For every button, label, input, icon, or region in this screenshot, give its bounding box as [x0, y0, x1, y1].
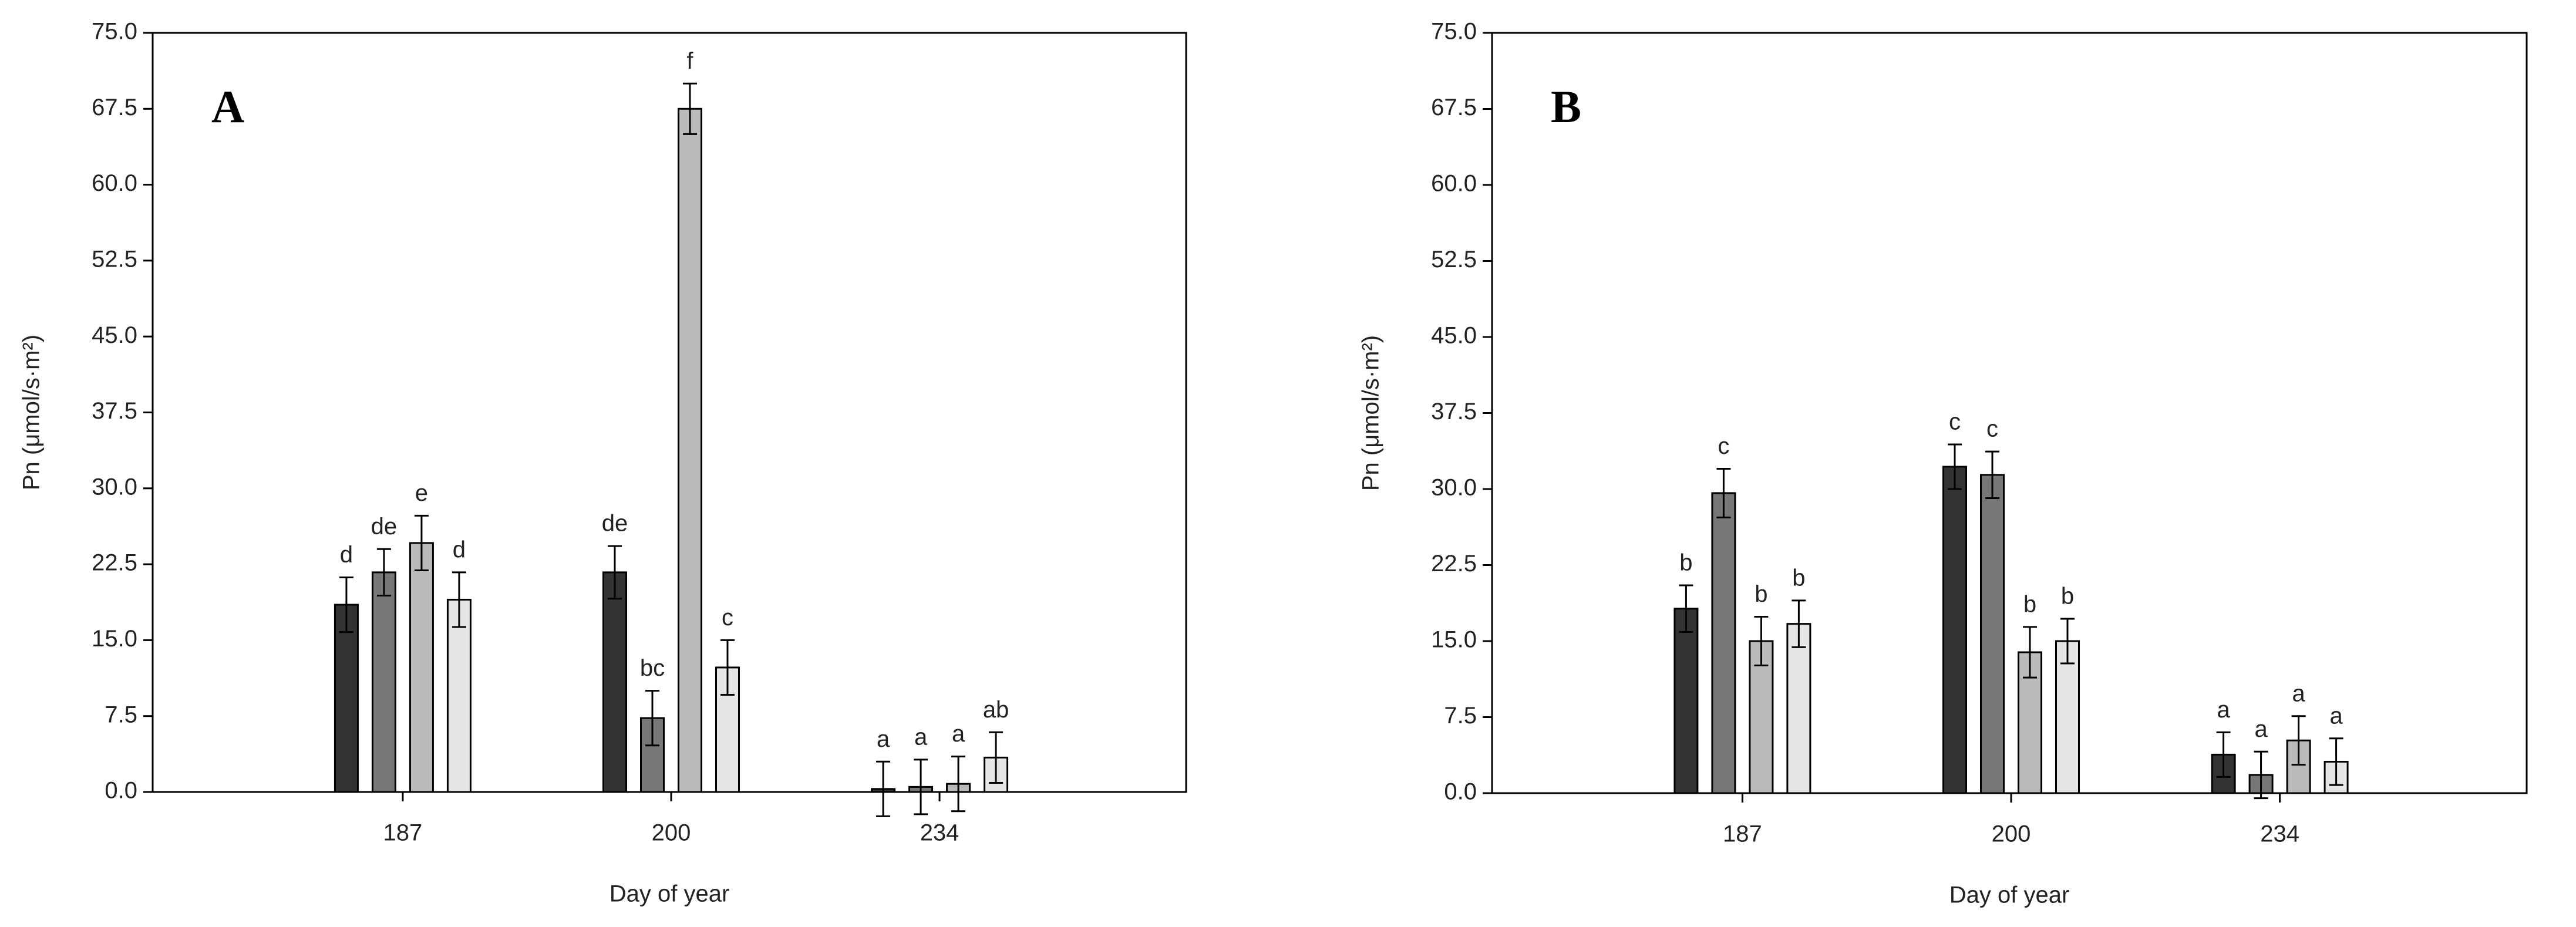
- significance-letter: a: [2329, 703, 2343, 729]
- x-tick-label: 200: [1992, 821, 2031, 847]
- x-axis-label: Day of year: [1949, 882, 2070, 908]
- significance-letter: c: [1986, 416, 1998, 442]
- bar: [409, 542, 434, 793]
- significance-letter: c: [722, 605, 733, 631]
- y-axis-label: Pn (μmol/s·m²): [1358, 335, 1384, 491]
- bar: [1711, 492, 1736, 794]
- y-tick-label: 0.0: [1444, 779, 1477, 805]
- y-tick-label: 75.0: [1431, 19, 1477, 45]
- error-bar: [339, 577, 353, 633]
- panel-label: B: [1551, 81, 1581, 132]
- significance-letter: f: [686, 48, 693, 74]
- significance-letter: de: [602, 511, 628, 537]
- error-bar: [452, 571, 466, 628]
- significance-letter: a: [877, 726, 890, 752]
- plot-frame: [151, 32, 1187, 793]
- bar: [1673, 608, 1699, 794]
- error-bar: [682, 82, 697, 135]
- error-bar: [2254, 750, 2268, 800]
- error-bar: [914, 759, 928, 815]
- significance-letter: a: [2217, 697, 2230, 723]
- bar: [2055, 640, 2080, 794]
- error-bar: [414, 514, 429, 571]
- error-bar: [989, 731, 1004, 784]
- bar: [1942, 466, 1967, 794]
- significance-letter: de: [371, 514, 398, 540]
- y-tick-label: 67.5: [1431, 95, 1477, 120]
- y-tick-label: 0.0: [105, 778, 137, 804]
- significance-letter: c: [1949, 409, 1961, 435]
- y-tick-label: 30.0: [1431, 475, 1477, 501]
- y-tick-label: 22.5: [92, 550, 137, 576]
- significance-letter: a: [914, 724, 928, 750]
- y-tick-label: 37.5: [92, 398, 137, 424]
- error-bar: [1985, 450, 1999, 500]
- significance-letter: b: [1792, 565, 1805, 591]
- bar: [371, 571, 396, 793]
- y-tick-label: 52.5: [1431, 247, 1477, 272]
- error-bar: [2216, 731, 2231, 778]
- plot-frame: [1491, 32, 2528, 794]
- error-bar: [1716, 467, 1731, 518]
- error-bar: [2060, 618, 2075, 665]
- significance-letter: e: [415, 480, 428, 506]
- significance-letter: b: [2061, 584, 2074, 609]
- y-tick-label: 60.0: [92, 170, 137, 196]
- y-tick-label: 67.5: [92, 95, 137, 120]
- bar: [1786, 623, 1811, 794]
- significance-letter: a: [952, 721, 965, 747]
- y-tick-label: 37.5: [1431, 399, 1477, 424]
- bar: [334, 604, 359, 793]
- significance-letter: b: [1755, 581, 1767, 607]
- bar: [1979, 474, 2005, 794]
- significance-letter: a: [2292, 680, 2305, 706]
- error-bar: [2023, 626, 2037, 679]
- significance-letter: bc: [640, 655, 665, 681]
- x-axis-label: Day of year: [610, 881, 730, 907]
- error-bar: [1792, 599, 1806, 648]
- y-tick-label: 60.0: [1431, 171, 1477, 197]
- x-tick-label: 200: [652, 820, 691, 846]
- y-tick-label: 52.5: [92, 246, 137, 272]
- x-tick-label: 187: [1723, 821, 1762, 847]
- error-bar: [1679, 584, 1693, 633]
- significance-letter: b: [1679, 550, 1692, 576]
- y-tick-label: 15.0: [1431, 627, 1477, 653]
- bar: [677, 107, 702, 793]
- error-bar: [1948, 443, 1962, 490]
- y-tick-label: 15.0: [92, 626, 137, 652]
- x-tick-label: 234: [920, 820, 959, 846]
- significance-letter: a: [2254, 716, 2268, 742]
- error-bar: [645, 690, 659, 747]
- bar: [602, 571, 627, 793]
- y-tick-label: 22.5: [1431, 551, 1477, 577]
- y-tick-label: 75.0: [92, 19, 137, 45]
- error-bar: [376, 548, 391, 597]
- error-bar: [2329, 737, 2343, 786]
- significance-letter: b: [2023, 591, 2036, 617]
- error-bar: [876, 760, 891, 817]
- y-tick-label: 45.0: [92, 322, 137, 348]
- significance-letter: d: [340, 542, 353, 568]
- error-bar: [1754, 616, 1769, 666]
- y-tick-label: 7.5: [105, 702, 137, 727]
- bar: [446, 598, 472, 793]
- significance-letter: d: [453, 537, 466, 562]
- x-tick-label: 234: [2260, 821, 2299, 847]
- panel-label: A: [211, 81, 244, 132]
- error-bar: [607, 545, 622, 600]
- error-bar: [720, 639, 735, 696]
- error-bar: [951, 756, 966, 813]
- significance-letter: ab: [983, 697, 1009, 723]
- x-tick-label: 187: [383, 820, 423, 846]
- error-bar: [2291, 715, 2306, 766]
- y-tick-label: 7.5: [1444, 703, 1477, 729]
- y-tick-label: 30.0: [92, 474, 137, 500]
- significance-letter: c: [1718, 433, 1729, 459]
- y-axis-label: Pn (μmol/s·m²): [19, 335, 45, 490]
- y-tick-label: 45.0: [1431, 323, 1477, 349]
